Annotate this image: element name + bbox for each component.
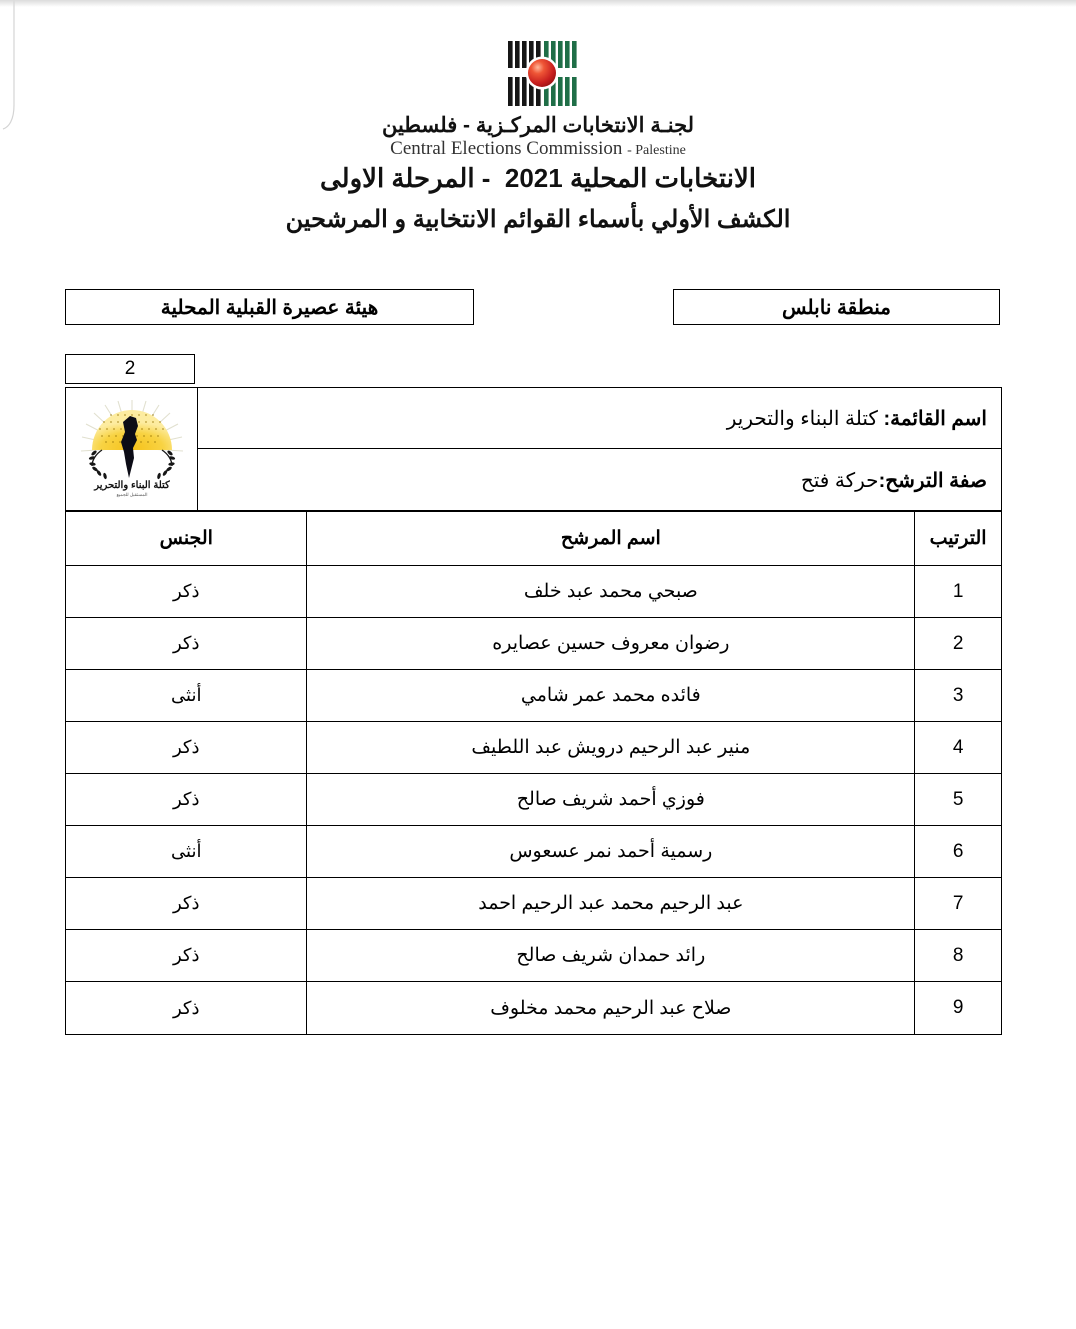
svg-text:كتلة البناء والتحرير: كتلة البناء والتحرير (93, 480, 170, 491)
svg-text:المستقبل للجميع: المستقبل للجميع (116, 492, 147, 498)
